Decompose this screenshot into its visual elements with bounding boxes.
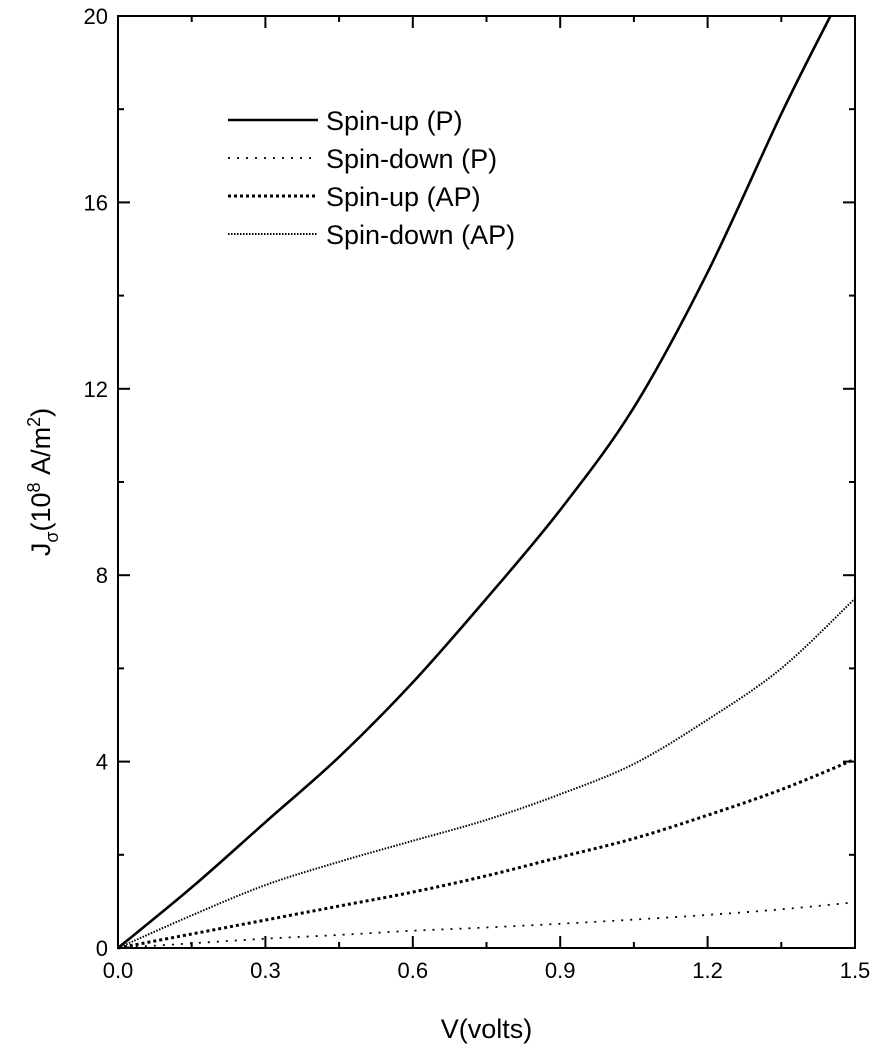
x-tick-label: 1.5 bbox=[840, 958, 871, 983]
y-tick-label: 8 bbox=[96, 563, 108, 588]
y-axis-ticks: 0 4 8 12 16 20 bbox=[84, 4, 855, 961]
y-tick-label: 20 bbox=[84, 4, 108, 29]
x-tick-label: 0.0 bbox=[103, 958, 134, 983]
series-line-2 bbox=[117, 901, 856, 949]
x-tick-label: 0.6 bbox=[398, 958, 429, 983]
x-axis-label: V(volts) bbox=[441, 1014, 533, 1044]
series-line-3 bbox=[117, 757, 856, 950]
x-tick-label: 0.9 bbox=[545, 958, 576, 983]
y-tick-label: 4 bbox=[96, 750, 108, 775]
y-axis-label: Jσ(108 A/m2) bbox=[24, 408, 62, 556]
x-tick-label: 0.3 bbox=[250, 958, 281, 983]
data-series-layer bbox=[117, 15, 856, 950]
legend-label-1: Spin-up (P) bbox=[326, 106, 463, 136]
legend-label-4: Spin-down (AP) bbox=[326, 220, 515, 250]
series-line-4 bbox=[117, 597, 856, 949]
y-tick-label: 0 bbox=[96, 936, 108, 961]
y-tick-label: 16 bbox=[84, 190, 108, 215]
legend: Spin-up (P) Spin-down (P) Spin-up (AP) Spin… bbox=[228, 106, 515, 250]
x-tick-label: 1.2 bbox=[692, 958, 723, 983]
legend-label-3: Spin-up (AP) bbox=[326, 182, 481, 212]
legend-label-2: Spin-down (P) bbox=[326, 144, 497, 174]
x-axis-ticks: 0.0 0.3 0.6 0.9 1.2 1.5 bbox=[103, 16, 871, 983]
axes: 0.0 0.3 0.6 0.9 1.2 1.5 0 4 8 12 16 20 V(volts) Jσ… bbox=[24, 4, 870, 1044]
y-tick-label: 12 bbox=[84, 377, 108, 402]
series-line-1 bbox=[117, 15, 832, 950]
